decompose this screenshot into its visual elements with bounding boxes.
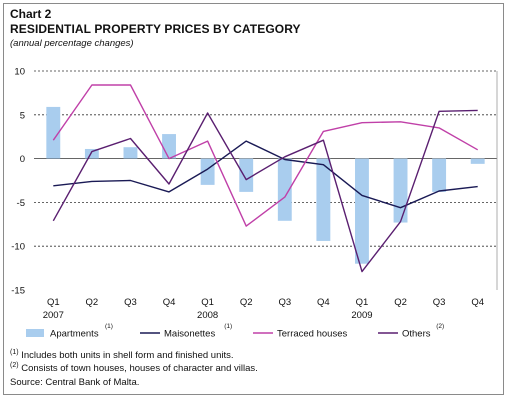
x-tick-label: Q3	[124, 297, 137, 308]
bar-apartments	[277, 158, 292, 221]
x-tick-label: Q1	[356, 297, 369, 308]
legend-note: (2)	[436, 323, 444, 330]
chart-title: RESIDENTIAL PROPERTY PRICES BY CATEGORY	[10, 22, 301, 36]
legend-note: (1)	[224, 323, 232, 330]
bar-apartments	[84, 148, 99, 159]
x-tick-label: Q3	[433, 297, 446, 308]
footnote-1: (1) Includes both units in shell form an…	[10, 349, 234, 361]
x-tick-label: Q2	[86, 297, 99, 308]
legend-label-apartments: Apartments	[50, 329, 99, 340]
bar-apartments	[355, 158, 369, 264]
x-tick-label: Q2	[394, 297, 407, 308]
y-tick-label: -10	[11, 242, 25, 253]
legend-label-terraced-houses: Terraced houses	[277, 329, 347, 340]
source-note: Source: Central Bank of Malta.	[10, 377, 140, 388]
x-tick-label: Q1	[201, 297, 214, 308]
legend-swatch-apartments	[26, 329, 44, 337]
x-tick-label: Q4	[471, 297, 484, 308]
bar-apartments	[162, 134, 176, 159]
legend-note: (1)	[105, 323, 113, 330]
y-tick-label: 10	[14, 67, 25, 78]
x-tick-label: Q4	[163, 297, 176, 308]
bar-apartments	[393, 158, 408, 223]
x-tick-label: Q3	[278, 297, 291, 308]
footnote-2: (2) Consists of town houses, houses of c…	[10, 362, 258, 374]
x-tick-label: Q2	[240, 297, 253, 308]
line-others	[52, 109, 478, 273]
footnote-2-mark: (2)	[10, 362, 19, 369]
bar-apartments	[239, 158, 254, 192]
bar-apartments	[200, 158, 215, 185]
bar-apartments	[470, 158, 485, 164]
footnote-1-text: Includes both units in shell form and fi…	[21, 350, 234, 361]
x-year-label: 2007	[43, 310, 64, 321]
y-tick-label: 0	[20, 154, 25, 165]
x-tick-label: Q4	[317, 297, 330, 308]
bar-apartments	[316, 158, 331, 241]
chart-subtitle: (annual percentage changes)	[10, 38, 134, 49]
bar-apartments	[123, 147, 138, 159]
x-tick-label: Q1	[47, 297, 60, 308]
footnote-1-mark: (1)	[10, 349, 19, 356]
x-year-label: 2009	[351, 310, 372, 321]
legend-label-others: Others	[402, 329, 431, 340]
line-terraced-houses	[52, 84, 479, 227]
legend-label-maisonettes: Maisonettes	[164, 329, 215, 340]
y-tick-label: 5	[20, 110, 25, 121]
line-maisonettes	[53, 140, 478, 209]
y-tick-label: -5	[17, 198, 25, 209]
bar-apartments	[432, 158, 447, 192]
footnote-2-text: Consists of town houses, houses of chara…	[21, 363, 258, 374]
x-year-label: 2008	[197, 310, 218, 321]
y-tick-label: -15	[11, 286, 25, 297]
bar-apartments	[46, 106, 61, 159]
chart-number: Chart 2	[10, 7, 52, 21]
